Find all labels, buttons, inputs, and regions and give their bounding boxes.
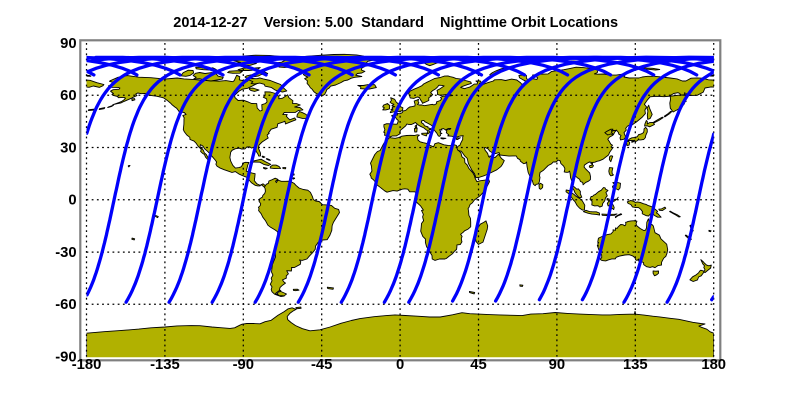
svg-text:-135: -135: [150, 357, 180, 373]
svg-text:-90: -90: [55, 349, 76, 365]
svg-text:2014-12-27 Version: 5.00 S: 2014-12-27 Version: 5.00 Standard Nightt…: [173, 15, 618, 31]
svg-text:90: 90: [60, 36, 76, 52]
svg-text:-60: -60: [55, 297, 76, 313]
svg-text:45: 45: [470, 357, 486, 373]
svg-text:-90: -90: [233, 357, 254, 373]
svg-text:-45: -45: [311, 357, 332, 373]
svg-text:90: 90: [549, 357, 565, 373]
svg-text:135: 135: [623, 357, 648, 373]
svg-text:-180: -180: [72, 357, 102, 373]
svg-text:-30: -30: [55, 245, 76, 261]
svg-text:60: 60: [60, 88, 76, 104]
svg-text:30: 30: [60, 140, 76, 156]
svg-text:0: 0: [68, 193, 76, 209]
svg-text:180: 180: [701, 357, 726, 373]
svg-text:0: 0: [396, 357, 404, 373]
